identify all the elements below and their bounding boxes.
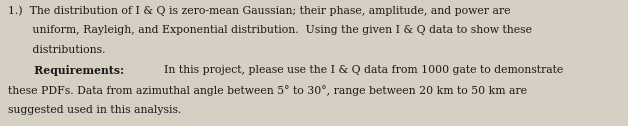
Text: uniform, Rayleigh, and Exponential distribution.  Using the given I & Q data to : uniform, Rayleigh, and Exponential distr…	[8, 25, 531, 35]
Text: In this project, please use the I & Q data from 1000 gate to demonstrate: In this project, please use the I & Q da…	[158, 65, 563, 75]
Text: Requirements:: Requirements:	[8, 65, 124, 76]
Text: 1.)  The distribution of I & Q is zero-mean Gaussian; their phase, amplitude, an: 1.) The distribution of I & Q is zero-me…	[8, 5, 510, 16]
Text: suggested used in this analysis.: suggested used in this analysis.	[8, 105, 181, 115]
Text: distributions.: distributions.	[8, 45, 105, 55]
Text: these PDFs. Data from azimuthal angle between 5° to 30°, range between 20 km to : these PDFs. Data from azimuthal angle be…	[8, 85, 526, 96]
